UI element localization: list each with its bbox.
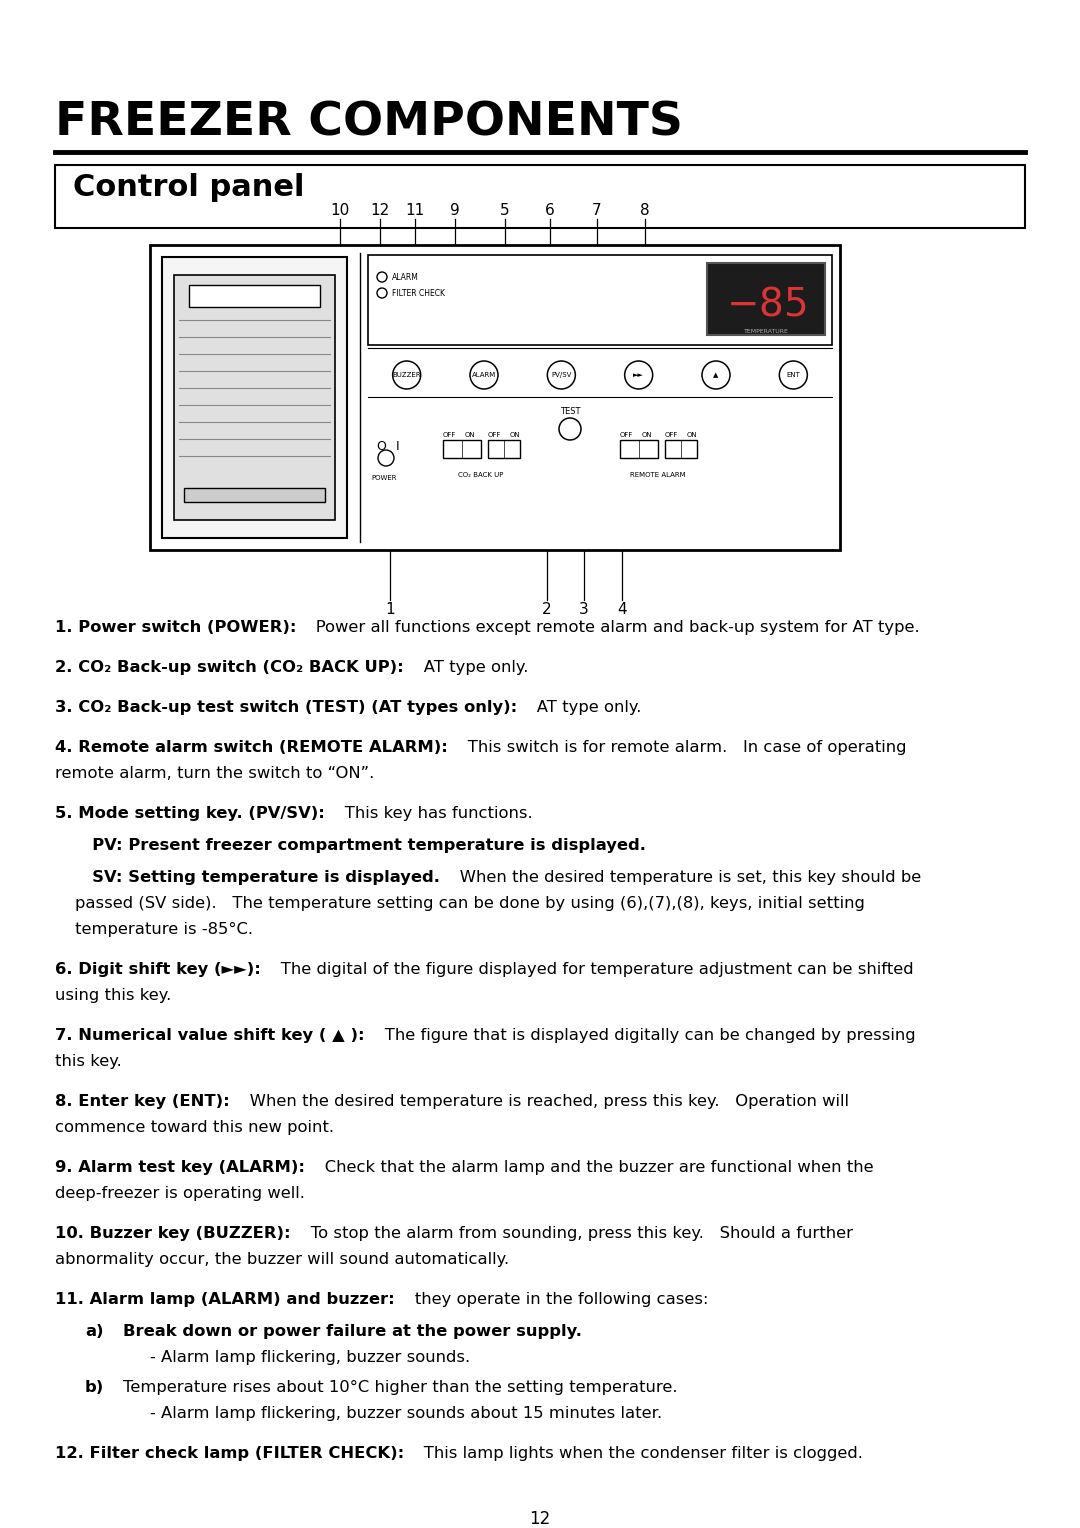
- Text: 4. Remote alarm switch (REMOTE ALARM):: 4. Remote alarm switch (REMOTE ALARM):: [55, 740, 448, 755]
- Text: When the desired temperature is reached, press this key.   Operation will: When the desired temperature is reached,…: [233, 1094, 849, 1109]
- Text: 5: 5: [500, 203, 510, 219]
- Text: AT type only.: AT type only.: [408, 660, 528, 675]
- Text: passed (SV side).   The temperature setting can be done by using (6),(7),(8), ke: passed (SV side). The temperature settin…: [75, 895, 865, 911]
- Text: OFF: OFF: [620, 432, 633, 439]
- Text: 12: 12: [370, 203, 390, 219]
- Text: a): a): [85, 1323, 104, 1339]
- Text: 1. Power switch (POWER):: 1. Power switch (POWER):: [55, 620, 297, 636]
- Text: When the desired temperature is set, this key should be: When the desired temperature is set, thi…: [444, 869, 921, 885]
- Text: CO₂ BACK UP: CO₂ BACK UP: [458, 472, 503, 478]
- Bar: [150, 244, 840, 550]
- Bar: [55, 165, 1025, 228]
- Text: This key has functions.: This key has functions.: [329, 805, 532, 821]
- Text: 6: 6: [545, 203, 555, 219]
- Text: they operate in the following cases:: they operate in the following cases:: [399, 1293, 708, 1306]
- Text: OFF: OFF: [488, 432, 501, 439]
- Text: ON: ON: [510, 432, 521, 439]
- Text: commence toward this new point.: commence toward this new point.: [55, 1120, 334, 1135]
- Text: Control panel: Control panel: [73, 173, 305, 202]
- Bar: [443, 440, 481, 458]
- Text: 6. Digit shift key (►►):: 6. Digit shift key (►►):: [55, 963, 261, 976]
- Bar: [488, 440, 519, 458]
- Text: - Alarm lamp flickering, buzzer sounds.: - Alarm lamp flickering, buzzer sounds.: [150, 1351, 470, 1365]
- Text: b): b): [85, 1380, 105, 1395]
- Text: To stop the alarm from sounding, press this key.   Should a further: To stop the alarm from sounding, press t…: [295, 1225, 852, 1241]
- Text: 5. Mode setting key. (PV/SV):: 5. Mode setting key. (PV/SV):: [55, 805, 325, 821]
- Text: 8: 8: [640, 203, 650, 219]
- Text: OFF: OFF: [665, 432, 678, 439]
- Text: Temperature rises about 10°C higher than the setting temperature.: Temperature rises about 10°C higher than…: [123, 1380, 677, 1395]
- Text: BUZZER: BUZZER: [392, 371, 421, 377]
- Text: temperature is -85°C.: temperature is -85°C.: [75, 921, 253, 937]
- Text: abnormality occur, the buzzer will sound automatically.: abnormality occur, the buzzer will sound…: [55, 1251, 509, 1267]
- Text: TEMPERATURE: TEMPERATURE: [743, 329, 788, 335]
- Text: $\it{-85}$: $\it{-85}$: [726, 286, 807, 324]
- Text: Power all functions except remote alarm and back-up system for AT type.: Power all functions except remote alarm …: [300, 620, 920, 636]
- Bar: [620, 440, 658, 458]
- Bar: [184, 487, 325, 503]
- Text: ON: ON: [642, 432, 652, 439]
- Text: This switch is for remote alarm.   In case of operating: This switch is for remote alarm. In case…: [451, 740, 906, 755]
- Text: PV/SV: PV/SV: [551, 371, 571, 377]
- Text: 1: 1: [386, 602, 395, 617]
- Text: FILTER CHECK: FILTER CHECK: [392, 289, 445, 298]
- Text: 11. Alarm lamp (ALARM) and buzzer:: 11. Alarm lamp (ALARM) and buzzer:: [55, 1293, 395, 1306]
- Text: 9. Alarm test key (ALARM):: 9. Alarm test key (ALARM):: [55, 1160, 305, 1175]
- Text: I: I: [396, 440, 400, 452]
- Text: 2. CO₂ Back-up switch (CO₂ BACK UP):: 2. CO₂ Back-up switch (CO₂ BACK UP):: [55, 660, 404, 675]
- Text: remote alarm, turn the switch to “ON”.: remote alarm, turn the switch to “ON”.: [55, 766, 375, 781]
- Text: Check that the alarm lamp and the buzzer are functional when the: Check that the alarm lamp and the buzzer…: [309, 1160, 874, 1175]
- Text: - Alarm lamp flickering, buzzer sounds about 15 minutes later.: - Alarm lamp flickering, buzzer sounds a…: [150, 1406, 662, 1421]
- Text: POWER: POWER: [372, 475, 396, 481]
- Text: 10: 10: [330, 203, 350, 219]
- Text: The digital of the figure displayed for temperature adjustment can be shifted: The digital of the figure displayed for …: [265, 963, 914, 976]
- Bar: [665, 440, 697, 458]
- Text: SV: Setting temperature is displayed.: SV: Setting temperature is displayed.: [75, 869, 440, 885]
- Text: this key.: this key.: [55, 1054, 122, 1070]
- Text: 2: 2: [542, 602, 552, 617]
- Text: Break down or power failure at the power supply.: Break down or power failure at the power…: [123, 1323, 582, 1339]
- Text: AT type only.: AT type only.: [522, 700, 642, 715]
- Bar: [189, 286, 320, 307]
- Text: 7: 7: [592, 203, 602, 219]
- Text: REMOTE ALARM: REMOTE ALARM: [631, 472, 686, 478]
- Bar: [174, 275, 335, 520]
- Text: ▲: ▲: [713, 371, 718, 377]
- Text: ON: ON: [687, 432, 698, 439]
- Text: 7. Numerical value shift key ( ▲ ):: 7. Numerical value shift key ( ▲ ):: [55, 1028, 365, 1044]
- Bar: [368, 255, 832, 345]
- Text: PV: Present freezer compartment temperature is displayed.: PV: Present freezer compartment temperat…: [75, 837, 646, 853]
- Text: 10. Buzzer key (BUZZER):: 10. Buzzer key (BUZZER):: [55, 1225, 291, 1241]
- Text: 11: 11: [405, 203, 424, 219]
- Text: ALARM: ALARM: [472, 371, 496, 377]
- Text: deep-freezer is operating well.: deep-freezer is operating well.: [55, 1186, 305, 1201]
- Text: 8. Enter key (ENT):: 8. Enter key (ENT):: [55, 1094, 230, 1109]
- Text: 12. Filter check lamp (FILTER CHECK):: 12. Filter check lamp (FILTER CHECK):: [55, 1445, 404, 1461]
- Text: 12: 12: [529, 1510, 551, 1528]
- Text: 3. CO₂ Back-up test switch (TEST) (AT types only):: 3. CO₂ Back-up test switch (TEST) (AT ty…: [55, 700, 517, 715]
- Text: ALARM: ALARM: [392, 274, 419, 283]
- Text: The figure that is displayed digitally can be changed by pressing: The figure that is displayed digitally c…: [368, 1028, 915, 1044]
- Text: 4: 4: [617, 602, 626, 617]
- Text: 9: 9: [450, 203, 460, 219]
- Text: O: O: [376, 440, 386, 452]
- Text: FREEZER COMPONENTS: FREEZER COMPONENTS: [55, 99, 683, 145]
- Bar: [707, 263, 825, 335]
- Text: using this key.: using this key.: [55, 989, 172, 1002]
- Text: OFF: OFF: [443, 432, 457, 439]
- Text: 3: 3: [579, 602, 589, 617]
- Bar: [162, 257, 347, 538]
- Text: This lamp lights when the condenser filter is clogged.: This lamp lights when the condenser filt…: [408, 1445, 863, 1461]
- Text: ENT: ENT: [786, 371, 800, 377]
- Text: ON: ON: [465, 432, 475, 439]
- Text: TEST: TEST: [559, 406, 580, 416]
- Text: ►►: ►►: [633, 371, 644, 377]
